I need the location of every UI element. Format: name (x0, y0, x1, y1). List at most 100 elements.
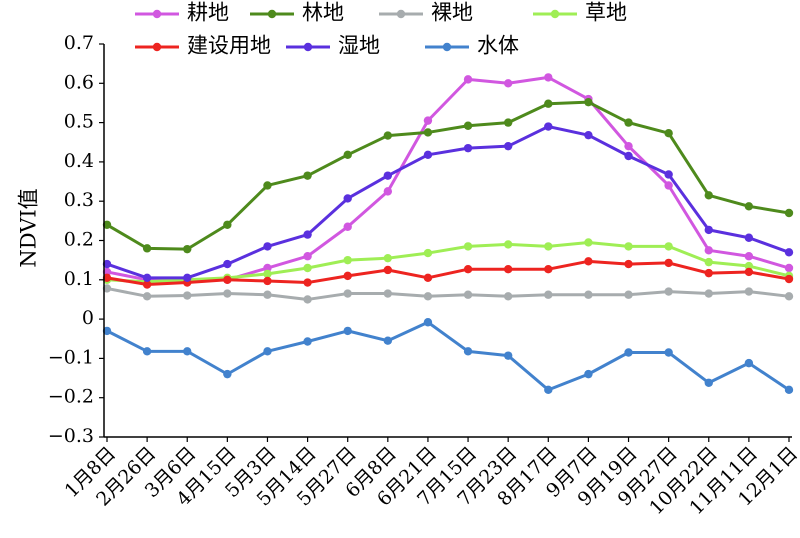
data-point (704, 289, 713, 298)
data-point (704, 378, 713, 387)
data-point (423, 248, 433, 258)
data-point (303, 278, 312, 287)
data-point (463, 75, 473, 84)
y-tick-label: 0.4 (64, 150, 94, 172)
data-point (503, 264, 513, 274)
series-4 (102, 257, 794, 289)
data-point (183, 244, 192, 254)
data-point (102, 273, 112, 283)
legend-item: 耕地 (135, 1, 229, 25)
data-point (343, 222, 352, 231)
data-point (303, 337, 312, 346)
data-point (503, 141, 513, 151)
data-point (664, 348, 673, 357)
legend-item: 水体 (425, 34, 519, 58)
data-point (183, 347, 192, 356)
data-point (423, 150, 433, 160)
data-point (383, 265, 393, 275)
legend-label: 林地 (302, 1, 344, 25)
data-point (343, 289, 352, 298)
data-point (303, 295, 312, 304)
series-line (106, 320, 790, 392)
data-point (303, 171, 312, 180)
data-point (584, 290, 593, 299)
data-point (664, 287, 673, 296)
data-point (584, 97, 593, 107)
legend-item: 草地 (533, 1, 627, 25)
data-point (383, 131, 393, 140)
data-point (544, 242, 553, 251)
y-tick-label: 0.2 (64, 229, 94, 251)
data-point (303, 263, 312, 273)
legend-label: 湿地 (338, 34, 380, 58)
data-point (183, 273, 192, 283)
data-point (784, 208, 794, 218)
data-point (303, 252, 312, 261)
data-point (142, 273, 152, 283)
y-tick-label: 0.6 (64, 71, 94, 93)
data-point (624, 259, 633, 269)
data-point (423, 292, 433, 301)
y-tick-label: 0.5 (64, 111, 94, 133)
series-3 (102, 238, 794, 286)
data-point (744, 267, 754, 277)
data-point (664, 129, 673, 138)
y-tick-label: −0.1 (48, 346, 94, 368)
y-axis: −0.3 −0.2 −0.1 0 0.1 0.2 0.3 0.4 0.5 0.6 0.7 (48, 32, 105, 447)
data-point (463, 290, 473, 299)
data-point (383, 171, 393, 180)
legend-label: 耕地 (187, 1, 229, 25)
data-point (784, 263, 794, 273)
data-point (584, 238, 593, 247)
data-point (383, 336, 393, 345)
legend-item: 建设用地 (135, 34, 271, 58)
data-point (142, 347, 152, 356)
y-tick-label: −0.3 (48, 425, 94, 447)
y-tick-label: 0.7 (64, 32, 94, 54)
data-point (102, 220, 112, 229)
legend-item: 林地 (250, 1, 344, 25)
data-point (624, 290, 633, 299)
data-point (744, 358, 754, 368)
data-point (223, 369, 232, 379)
data-point (223, 259, 232, 269)
data-point (704, 268, 713, 278)
series-line (106, 286, 790, 301)
data-point (544, 290, 553, 299)
legend-swatch-marker (152, 9, 162, 19)
data-point (223, 220, 232, 229)
data-point (423, 273, 433, 283)
plot-area (102, 73, 794, 395)
data-point (263, 269, 272, 279)
legend-swatch-marker (550, 9, 560, 19)
legend-swatch-marker (267, 9, 277, 19)
data-point (423, 116, 433, 125)
data-point (223, 289, 232, 298)
data-point (223, 275, 232, 284)
data-point (263, 181, 272, 190)
legend-label: 建设用地 (187, 34, 271, 58)
data-point (463, 121, 473, 130)
data-point (142, 292, 152, 301)
legend-item: 裸地 (379, 1, 473, 25)
data-point (183, 291, 192, 300)
data-point (423, 318, 433, 327)
series-0 (102, 73, 794, 284)
series-line (106, 125, 790, 280)
data-point (463, 347, 473, 356)
y-tick-label: −0.2 (48, 386, 94, 408)
data-point (463, 242, 473, 251)
data-point (383, 289, 393, 298)
series-2 (102, 284, 794, 304)
data-point (784, 248, 794, 257)
data-point (664, 258, 673, 268)
series-line (106, 240, 790, 284)
data-point (102, 267, 112, 277)
data-point (744, 202, 754, 211)
data-point (704, 191, 713, 200)
data-point (423, 128, 433, 137)
legend-swatch-marker (442, 42, 452, 52)
data-point (503, 118, 513, 127)
y-tick-label: 0 (82, 307, 94, 329)
series-line (106, 100, 790, 251)
